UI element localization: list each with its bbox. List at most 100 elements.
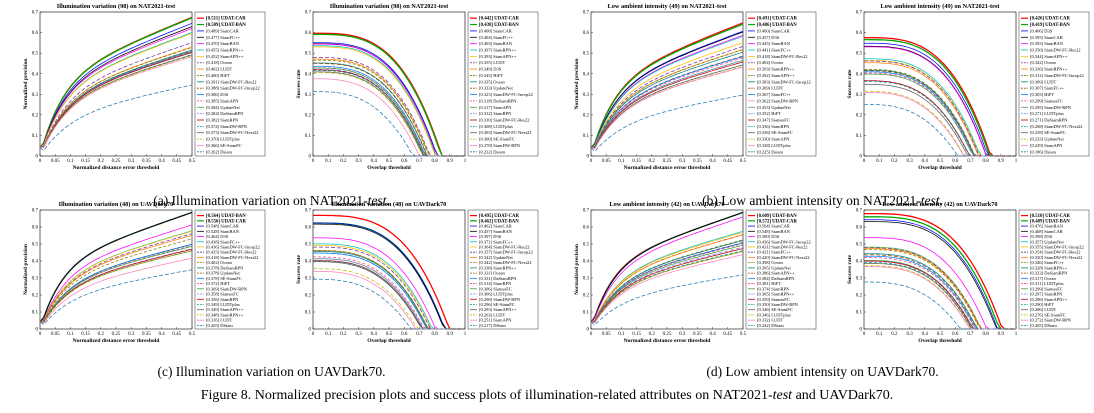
series-line-siamfc++ bbox=[590, 56, 744, 149]
legend-entry: [0.402] LUDT bbox=[206, 67, 232, 72]
x-tick-label: 0.2 bbox=[340, 332, 347, 337]
series-line-siamcar bbox=[864, 221, 1016, 330]
x-axis-label: Overlap threshold bbox=[367, 338, 411, 344]
y-tick-label: 0.1 bbox=[856, 311, 863, 316]
x-tick-label: 0.7 bbox=[416, 159, 423, 164]
legend-entry: [0.276] SE-SiamFC bbox=[1030, 312, 1066, 317]
legend-entry: [0.317] Ocean bbox=[1030, 276, 1056, 281]
legend-entry: [0.431] SiamDW-FC-Res22 bbox=[757, 244, 808, 249]
y-tick-label: 0 bbox=[36, 328, 39, 333]
x-axis-label: Overlap threshold bbox=[367, 165, 411, 171]
series-line-siamdw-fc-next22 bbox=[590, 234, 744, 323]
series-line-ocean bbox=[590, 239, 744, 323]
legend-entry: [0.406] D3S bbox=[1030, 28, 1053, 33]
legend-entry: [0.186] Dsiam bbox=[1030, 149, 1056, 154]
y-tick-label: 0.3 bbox=[856, 93, 863, 98]
legend-entry: [0.470] SiamBAN bbox=[206, 41, 240, 46]
legend-entry: [0.402] Ocean bbox=[206, 260, 232, 265]
series-line-siamdw-rpn bbox=[313, 260, 465, 330]
y-tick-label: 0.4 bbox=[32, 260, 39, 265]
legend-entry: [0.296] SiamAPN++ bbox=[1030, 297, 1068, 302]
legend-entry: [0.323] DaSiamRPN bbox=[1030, 271, 1068, 276]
legend-entry: [0.338] SiamRPN++ bbox=[479, 265, 517, 270]
x-tick-label: 0.15 bbox=[632, 332, 641, 337]
x-tick-label: 0.9 bbox=[447, 332, 454, 337]
caption-d: (d) Low ambient intensity on UAVDark70. bbox=[706, 364, 939, 379]
legend-entry: [0.457] D3S bbox=[757, 35, 780, 40]
legend-entry: [0.400] HiFT bbox=[206, 73, 230, 78]
series-line-ocean bbox=[39, 238, 193, 323]
legend-entry: [0.457] SiamBAN bbox=[479, 229, 513, 234]
x-tick-label: 0 bbox=[863, 159, 866, 164]
legend-entry: [0.242] DSiam bbox=[757, 323, 784, 328]
x-tick-label: 0.4 bbox=[371, 159, 378, 164]
x-tick-label: 0.05 bbox=[51, 159, 60, 164]
legend-box bbox=[467, 11, 539, 157]
x-tick-label: 0.3 bbox=[128, 332, 135, 337]
legend-box bbox=[194, 11, 266, 157]
y-tick-label: 0.2 bbox=[583, 113, 590, 118]
series-line-se-siamfc bbox=[313, 260, 465, 330]
legend-entry: [0.367] SiamFC++ bbox=[757, 92, 792, 97]
series-line-siamcar bbox=[39, 22, 193, 149]
legend-entry: [0.312] SiamRPN bbox=[479, 111, 512, 116]
series-line-siamdw-rpn bbox=[39, 245, 193, 323]
series-line-siamrpn bbox=[590, 244, 744, 323]
legend-entry: [0.418] Ocean bbox=[206, 60, 232, 65]
chart-title: Illumination variation (48) on UAVDark70 bbox=[332, 201, 447, 208]
legend-entry: [0.317] SiamAPN bbox=[479, 105, 512, 110]
legend-entry: [0.489] SiamCAR bbox=[206, 28, 239, 33]
x-tick-label: 0.2 bbox=[891, 159, 898, 164]
legend-entry: [0.308] LUDTplus bbox=[479, 124, 513, 129]
legend-entry: [0.331] Ocean bbox=[479, 271, 505, 276]
x-tick-label: 0.6 bbox=[401, 159, 408, 164]
legend-entry: [0.352] HiFT bbox=[757, 111, 781, 116]
series-line-updatenet bbox=[313, 63, 465, 157]
series-line-siamban bbox=[590, 34, 744, 149]
series-line-siamapn++ bbox=[39, 33, 193, 149]
x-tick-label: 0.4 bbox=[922, 332, 929, 337]
series-line-udat-ban bbox=[313, 33, 465, 157]
y-tick-label: 0.3 bbox=[583, 277, 590, 282]
legend-entry: [0.358] SiamesFC bbox=[206, 292, 239, 297]
legend-entry: [0.462] UDAT-BAN bbox=[479, 219, 519, 224]
x-tick-label: 0.2 bbox=[649, 159, 656, 164]
series-line-ludt bbox=[313, 268, 465, 330]
legend-entry: [0.342] SiamDW-FC-Next22 bbox=[479, 260, 532, 265]
y-tick-label: 0.4 bbox=[305, 72, 312, 77]
legend-entry: [0.372] HiFT bbox=[206, 281, 230, 286]
series-line-se-siamfc bbox=[39, 243, 193, 323]
legend-box bbox=[1018, 209, 1090, 330]
x-tick-label: 0.25 bbox=[663, 159, 672, 164]
x-tick-label: 0.3 bbox=[679, 332, 686, 337]
series-line-udat-ban bbox=[864, 38, 1016, 157]
chart-title: Low ambient intensity (42) on UAVDark70 bbox=[609, 201, 724, 208]
y-tick-label: 0.2 bbox=[32, 113, 39, 118]
x-tick-label: 0 bbox=[863, 332, 866, 337]
legend-box bbox=[745, 209, 817, 330]
x-tick-label: 0.3 bbox=[355, 332, 362, 337]
x-tick-label: 0.3 bbox=[128, 159, 135, 164]
y-tick-label: 0.3 bbox=[305, 93, 312, 98]
y-tick-label: 0.1 bbox=[583, 311, 590, 316]
series-line-siamapn bbox=[313, 67, 465, 157]
legend-entry: [0.548] SiamCAR bbox=[206, 224, 239, 229]
series-line-udat-car bbox=[313, 32, 465, 157]
x-tick-label: 0 bbox=[312, 159, 315, 164]
x-axis-label: Normalized distance error threshold bbox=[73, 165, 161, 171]
legend-entry: [0.391] SiamDW-FC-Res22 bbox=[206, 79, 257, 84]
y-tick-label: 0.4 bbox=[583, 260, 590, 265]
y-tick-label: 0.6 bbox=[32, 226, 39, 231]
legend-entry: [0.298] SiamDW-RPN bbox=[479, 297, 521, 302]
series-line-dsiam bbox=[590, 94, 744, 152]
series-line-hift bbox=[313, 59, 465, 157]
y-tick-label: 0.5 bbox=[856, 52, 863, 57]
legend-entry: [0.509] UDAT-BAN bbox=[206, 23, 246, 28]
y-tick-label: 0.1 bbox=[32, 134, 39, 139]
legend-entry: [0.330] SiamAPN bbox=[757, 137, 790, 142]
legend-entry: [0.328] SiamRPN++ bbox=[1030, 265, 1068, 270]
x-axis-label: Normalized distance error threshold bbox=[624, 165, 712, 171]
legend-entry: [0.398] D3S bbox=[1030, 234, 1053, 239]
x-tick-label: 0.5 bbox=[937, 332, 944, 337]
series-line-ocean bbox=[39, 42, 193, 149]
